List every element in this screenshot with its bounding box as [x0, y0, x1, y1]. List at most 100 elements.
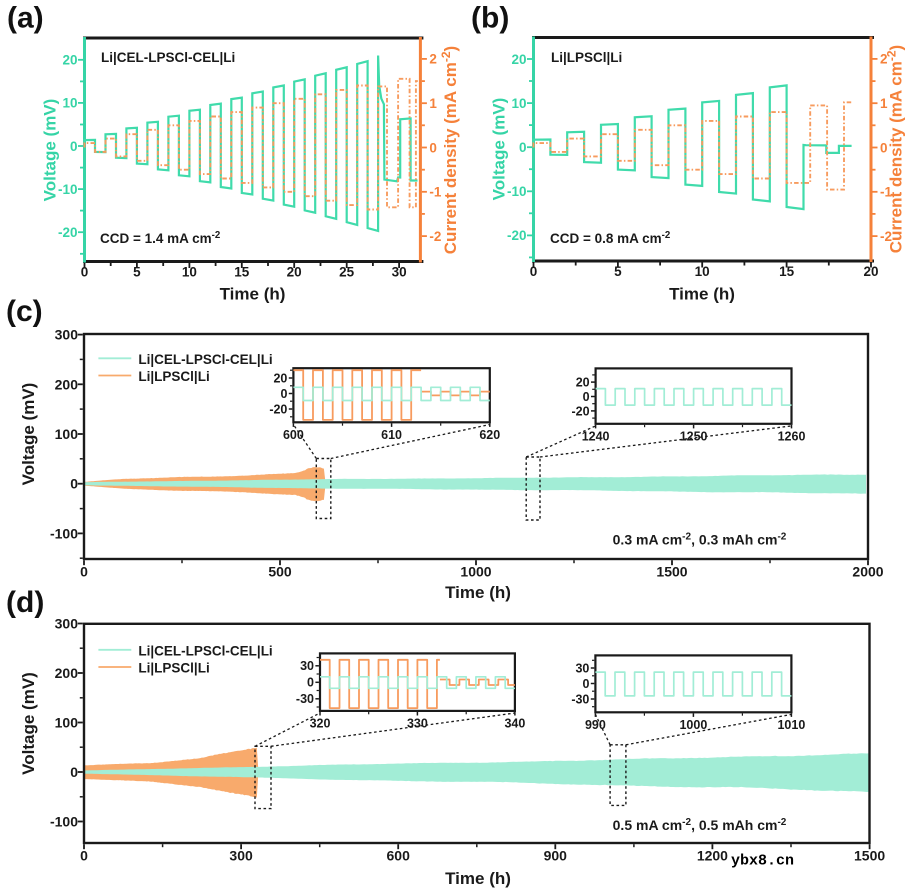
svg-text:500: 500 [268, 564, 292, 580]
svg-text:30: 30 [575, 661, 589, 675]
svg-text:2: 2 [880, 52, 888, 67]
svg-text:10: 10 [182, 265, 197, 280]
svg-text:1: 1 [880, 96, 888, 111]
svg-text:620: 620 [479, 428, 500, 442]
svg-text:-2: -2 [880, 229, 892, 244]
svg-text:0: 0 [280, 387, 287, 401]
svg-text:0.3 mA cm-2, 0.3 mAh cm-2: 0.3 mA cm-2, 0.3 mAh cm-2 [613, 531, 787, 547]
svg-text:1: 1 [429, 96, 437, 111]
svg-text:0: 0 [583, 390, 590, 404]
svg-text:-20: -20 [507, 228, 527, 243]
svg-text:Time (h): Time (h) [220, 285, 286, 304]
svg-text:1240: 1240 [582, 429, 610, 443]
svg-text:25: 25 [339, 265, 355, 280]
svg-text:990: 990 [585, 718, 606, 732]
svg-text:Current density (mA cm-2): Current density (mA cm-2) [439, 46, 460, 254]
svg-text:-20: -20 [58, 225, 78, 240]
svg-text:0: 0 [70, 764, 78, 780]
svg-text:20: 20 [863, 264, 878, 279]
svg-text:CCD = 1.4 mA cm-2: CCD = 1.4 mA cm-2 [100, 230, 220, 246]
svg-text:610: 610 [381, 428, 402, 442]
svg-text:ybx8.cn: ybx8.cn [731, 853, 794, 870]
svg-text:340: 340 [504, 716, 525, 730]
svg-text:20: 20 [273, 371, 287, 385]
svg-text:Li|LPSCl|Li: Li|LPSCl|Li [551, 50, 622, 65]
svg-text:Voltage (mV): Voltage (mV) [490, 98, 509, 201]
svg-text:(d): (d) [6, 586, 44, 619]
svg-text:1200: 1200 [697, 848, 728, 864]
svg-text:-30: -30 [296, 692, 314, 706]
svg-text:0: 0 [880, 140, 888, 155]
svg-text:-1: -1 [429, 185, 441, 200]
svg-text:-1: -1 [880, 185, 892, 200]
svg-text:0: 0 [582, 677, 589, 691]
svg-text:5: 5 [614, 264, 622, 279]
svg-text:Li|LPSCl|Li: Li|LPSCl|Li [138, 369, 209, 384]
svg-text:10: 10 [62, 96, 77, 111]
svg-text:-2: -2 [429, 229, 441, 244]
svg-text:0: 0 [81, 265, 89, 280]
svg-text:10: 10 [695, 264, 710, 279]
svg-text:200: 200 [55, 376, 79, 392]
svg-text:0: 0 [307, 676, 314, 690]
svg-text:Voltage (mV): Voltage (mV) [41, 99, 60, 202]
svg-text:Current density (mA cm-2): Current density (mA cm-2) [885, 45, 906, 253]
svg-text:Time (h): Time (h) [445, 869, 511, 888]
svg-text:5: 5 [133, 265, 141, 280]
svg-text:Time (h): Time (h) [445, 583, 511, 602]
svg-text:Li|CEL-LPSCl-CEL|Li: Li|CEL-LPSCl-CEL|Li [138, 352, 272, 367]
svg-text:-30: -30 [571, 692, 589, 706]
svg-text:300: 300 [229, 848, 253, 864]
svg-text:-10: -10 [507, 184, 527, 199]
svg-text:300: 300 [55, 616, 79, 632]
svg-text:600: 600 [387, 848, 411, 864]
svg-text:20: 20 [511, 52, 526, 67]
svg-text:30: 30 [392, 265, 407, 280]
svg-text:1250: 1250 [680, 429, 708, 443]
svg-text:Li|CEL-LPSCl-CEL|Li: Li|CEL-LPSCl-CEL|Li [138, 643, 272, 658]
svg-text:Voltage (mV): Voltage (mV) [19, 383, 38, 486]
svg-text:-20: -20 [572, 404, 590, 418]
svg-text:Li|CEL-LPSCl-CEL|Li: Li|CEL-LPSCl-CEL|Li [101, 50, 235, 65]
svg-text:0: 0 [70, 476, 78, 492]
svg-text:900: 900 [544, 848, 568, 864]
svg-text:2000: 2000 [852, 564, 883, 580]
svg-text:1260: 1260 [778, 429, 806, 443]
svg-text:1500: 1500 [656, 564, 687, 580]
svg-text:1000: 1000 [679, 718, 707, 732]
svg-text:(c): (c) [6, 295, 43, 328]
svg-text:(b): (b) [471, 2, 509, 35]
svg-text:0: 0 [80, 564, 88, 580]
svg-text:0.5 mA cm-2, 0.5 mAh cm-2: 0.5 mA cm-2, 0.5 mAh cm-2 [613, 817, 787, 833]
svg-text:20: 20 [576, 376, 590, 390]
svg-text:30: 30 [300, 659, 314, 673]
svg-text:20: 20 [62, 53, 77, 68]
svg-text:2: 2 [429, 52, 437, 67]
svg-text:-10: -10 [58, 182, 78, 197]
svg-text:320: 320 [310, 716, 331, 730]
svg-text:-100: -100 [50, 525, 78, 541]
svg-text:-100: -100 [50, 814, 78, 830]
svg-text:330: 330 [407, 716, 428, 730]
svg-text:(a): (a) [7, 2, 44, 35]
svg-text:10: 10 [511, 96, 526, 111]
svg-text:200: 200 [55, 665, 79, 681]
svg-text:0: 0 [519, 140, 527, 155]
svg-text:1010: 1010 [777, 718, 805, 732]
svg-text:100: 100 [55, 715, 79, 731]
svg-text:15: 15 [779, 264, 795, 279]
svg-text:20: 20 [287, 265, 302, 280]
svg-text:Voltage (mV): Voltage (mV) [19, 672, 38, 775]
svg-text:0: 0 [70, 139, 78, 154]
svg-text:1000: 1000 [460, 564, 491, 580]
svg-text:1500: 1500 [854, 848, 885, 864]
svg-text:100: 100 [55, 426, 79, 442]
svg-text:-20: -20 [269, 402, 287, 416]
svg-text:300: 300 [55, 327, 79, 343]
svg-text:0: 0 [530, 264, 538, 279]
svg-text:0: 0 [429, 140, 437, 155]
svg-text:15: 15 [234, 265, 250, 280]
svg-text:CCD = 0.8 mA cm-2: CCD = 0.8 mA cm-2 [550, 230, 670, 246]
svg-text:Time (h): Time (h) [669, 285, 735, 304]
svg-text:Li|LPSCl|Li: Li|LPSCl|Li [138, 661, 209, 676]
